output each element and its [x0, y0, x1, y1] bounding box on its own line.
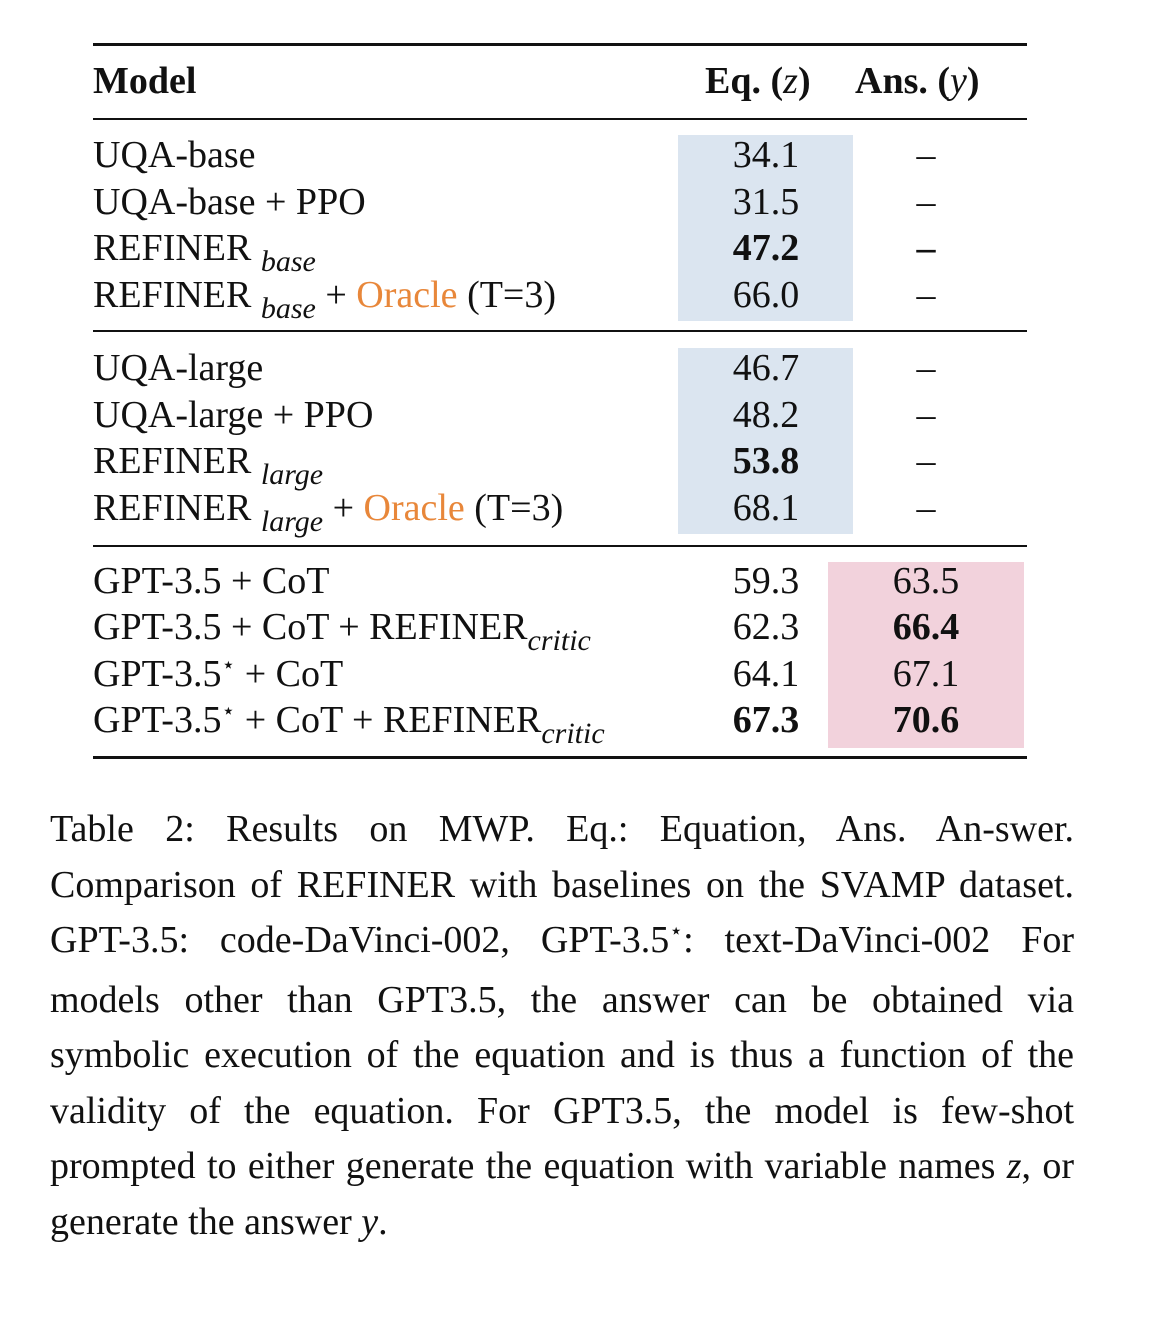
row-model-subscript: large	[260, 505, 324, 538]
caption-part-4: .	[378, 1200, 388, 1243]
row-eq: 47.2	[732, 227, 800, 269]
caption-var-y: y	[361, 1200, 379, 1243]
ans-highlight-group-3	[828, 562, 1024, 748]
row-model-subscript: large	[260, 458, 324, 491]
row-model-subscript: critic	[541, 717, 605, 750]
row-model-base: GPT-3.5	[93, 653, 222, 695]
row-model-after-star: + CoT + REFINER	[235, 699, 542, 741]
table-top-rule	[93, 43, 1027, 46]
row-eq: 48.2	[732, 394, 800, 436]
row-model-subscript: critic	[527, 624, 591, 657]
table-bottom-rule	[93, 756, 1027, 759]
star-icon: ⋆	[669, 918, 684, 943]
row-eq: 66.0	[732, 274, 800, 316]
row-eq: 34.1	[732, 134, 800, 176]
row-model-plus: +	[332, 487, 355, 529]
row-model-oracle: Oracle	[356, 274, 458, 316]
row-model-base: REFINER	[93, 440, 252, 482]
row-eq: 31.5	[732, 181, 800, 223]
row-eq: 68.1	[732, 487, 800, 529]
row-ans: –	[916, 440, 936, 482]
row-model: REFINER base + Oracle (T=3)	[93, 272, 557, 325]
caption-var-z: z	[1006, 1145, 1022, 1187]
row-model: GPT-3.5 + CoT	[93, 560, 330, 602]
header-eq-label: Eq.	[705, 60, 761, 102]
row-ans: –	[916, 347, 936, 389]
row-eq: 46.7	[732, 347, 800, 389]
row-model-tail: (T=3)	[467, 274, 557, 316]
row-model: UQA-large + PPO	[93, 394, 374, 436]
star-icon: ⋆	[221, 698, 236, 723]
row-model: REFINER large + Oracle (T=3)	[93, 485, 564, 538]
row-eq: 53.8	[732, 440, 800, 482]
header-eq: Eq. (z)	[705, 60, 811, 102]
group-divider-1	[93, 330, 1027, 332]
group-divider-2	[93, 545, 1027, 547]
row-ans: –	[916, 227, 936, 269]
caption-part-3: , or generate the answer	[50, 1145, 1074, 1243]
row-model: UQA-base	[93, 134, 256, 176]
row-eq: 59.3	[732, 560, 800, 602]
row-ans: 66.4	[892, 606, 960, 648]
row-model: UQA-large	[93, 347, 264, 389]
row-ans: 67.1	[892, 653, 960, 695]
table-header-rule	[93, 118, 1027, 120]
row-model-plus: +	[325, 274, 347, 316]
row-model-tail: (T=3)	[474, 487, 564, 529]
header-eq-var: z	[783, 60, 798, 102]
row-ans: –	[916, 487, 936, 529]
row-eq: 64.1	[732, 653, 800, 695]
row-model-oracle: Oracle	[363, 487, 465, 529]
row-model-subscript: base	[260, 292, 316, 325]
star-icon: ⋆	[221, 652, 236, 677]
row-model: REFINER large	[93, 438, 323, 491]
table-caption: Table 2: Results on MWP. Eq.: Equation, …	[50, 802, 1074, 1250]
row-ans: 63.5	[892, 560, 960, 602]
row-eq: 62.3	[732, 606, 800, 648]
row-model: GPT-3.5⋆ + CoT	[93, 651, 343, 702]
row-model-base: REFINER	[93, 274, 252, 316]
row-ans: 70.6	[892, 699, 960, 741]
header-ans: Ans. (y)	[855, 60, 980, 102]
row-model-base: GPT-3.5	[93, 699, 222, 741]
row-model: UQA-base + PPO	[93, 181, 366, 223]
caption-part-1: Table 2: Results on MWP. Eq.: Equation, …	[50, 808, 1074, 961]
row-ans: –	[916, 134, 936, 176]
row-model-base: REFINER	[93, 227, 252, 269]
header-model: Model	[93, 60, 197, 102]
row-model: GPT-3.5⋆ + CoT + REFINERcritic	[93, 697, 605, 750]
header-ans-label: Ans.	[855, 60, 928, 102]
row-model-base: REFINER	[93, 487, 252, 529]
header-ans-var: y	[950, 60, 967, 102]
eq-highlight-group-1	[678, 135, 853, 321]
eq-highlight-group-2	[678, 348, 853, 534]
row-model: GPT-3.5 + CoT + REFINERcritic	[93, 604, 591, 657]
row-ans: –	[916, 274, 936, 316]
row-model-after-star: + CoT	[235, 653, 344, 695]
row-model: REFINER base	[93, 225, 316, 278]
row-model-subscript: base	[260, 245, 316, 278]
row-ans: –	[916, 181, 936, 223]
caption-part-2: : text-DaVinci-002 For models other than…	[50, 919, 1074, 1187]
row-ans: –	[916, 394, 936, 436]
row-model-base: GPT-3.5 + CoT + REFINER	[93, 606, 528, 648]
row-eq: 67.3	[732, 699, 800, 741]
